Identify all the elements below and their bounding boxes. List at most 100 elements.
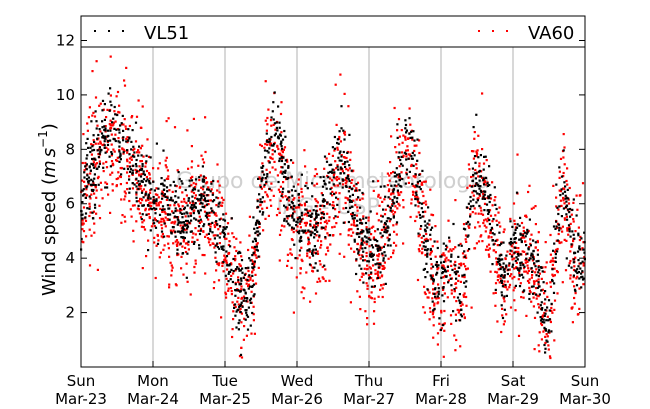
point-va60 [218, 262, 221, 265]
point-va60 [393, 106, 396, 110]
point-vl51 [532, 250, 535, 253]
point-va60 [484, 248, 488, 251]
point-va60 [170, 221, 173, 224]
point-va60 [377, 274, 380, 277]
point-va60 [166, 169, 169, 172]
point-vl51 [530, 285, 534, 288]
point-vl51 [84, 165, 87, 168]
point-vl51 [575, 284, 579, 287]
point-vl51 [238, 304, 241, 307]
point-va60 [378, 276, 381, 279]
point-va60 [213, 213, 216, 216]
point-vl51 [212, 211, 215, 214]
point-va60 [160, 227, 164, 230]
point-vl51 [445, 275, 448, 278]
point-va60 [339, 73, 342, 76]
point-vl51 [128, 137, 131, 140]
point-vl51 [207, 222, 211, 226]
point-vl51 [488, 165, 491, 168]
point-vl51 [156, 220, 159, 223]
point-vl51 [514, 284, 517, 287]
point-vl51 [304, 208, 307, 211]
point-va60 [429, 238, 432, 241]
point-va60 [88, 202, 91, 205]
point-va60 [352, 199, 355, 202]
point-va60 [492, 292, 495, 295]
point-vl51 [191, 195, 194, 198]
point-va60 [327, 249, 330, 252]
point-vl51 [140, 180, 143, 183]
point-va60 [192, 201, 195, 204]
point-va60 [265, 129, 268, 132]
point-vl51 [543, 321, 546, 324]
point-va60 [280, 166, 283, 169]
point-vl51 [355, 258, 358, 261]
point-va60 [431, 275, 434, 278]
point-vl51 [348, 199, 351, 202]
point-va60 [102, 162, 105, 165]
point-vl51 [338, 130, 341, 133]
point-vl51 [371, 254, 374, 258]
point-va60 [464, 238, 467, 241]
point-vl51 [171, 226, 174, 229]
point-vl51 [283, 129, 286, 133]
point-vl51 [564, 197, 567, 200]
point-vl51 [343, 162, 346, 165]
point-va60 [302, 297, 305, 300]
point-vl51 [191, 200, 194, 203]
point-vl51 [580, 276, 583, 279]
point-va60 [281, 151, 284, 154]
point-va60 [396, 190, 399, 194]
point-vl51 [387, 226, 390, 229]
point-va60 [405, 155, 408, 158]
point-vl51 [288, 203, 291, 206]
point-vl51 [563, 190, 567, 193]
point-vl51 [384, 195, 387, 198]
point-vl51 [537, 271, 540, 274]
point-va60 [431, 297, 434, 300]
point-vl51 [141, 163, 144, 166]
point-vl51 [358, 189, 361, 192]
point-vl51 [526, 228, 529, 231]
point-vl51 [273, 91, 276, 94]
point-va60 [271, 157, 274, 160]
point-va60 [117, 171, 120, 174]
point-vl51 [547, 329, 551, 332]
point-va60 [524, 240, 527, 243]
point-va60 [187, 167, 190, 170]
point-va60 [322, 211, 325, 214]
point-vl51 [222, 226, 225, 229]
point-vl51 [314, 262, 317, 265]
point-va60 [173, 204, 176, 207]
point-va60 [336, 146, 339, 149]
point-va60 [227, 252, 230, 255]
point-va60 [89, 211, 92, 214]
point-vl51 [577, 232, 580, 235]
point-vl51 [311, 182, 314, 185]
point-vl51 [237, 267, 240, 270]
point-vl51 [389, 244, 392, 247]
point-vl51 [186, 212, 189, 215]
point-va60 [370, 233, 373, 236]
point-va60 [437, 297, 440, 300]
point-va60 [370, 277, 373, 280]
point-va60 [343, 133, 347, 136]
point-vl51 [440, 261, 443, 264]
point-vl51 [227, 272, 230, 275]
point-va60 [432, 282, 435, 285]
point-vl51 [118, 156, 121, 159]
point-va60 [125, 66, 128, 69]
point-vl51 [469, 205, 473, 208]
point-vl51 [190, 204, 193, 207]
point-va60 [442, 355, 445, 358]
point-va60 [135, 220, 138, 223]
point-vl51 [459, 313, 462, 316]
point-vl51 [199, 199, 202, 202]
point-va60 [380, 214, 383, 217]
point-va60 [281, 196, 284, 199]
y-tick-label-6: 6 [65, 195, 75, 213]
point-vl51 [382, 257, 385, 260]
point-va60 [299, 267, 302, 270]
point-vl51 [511, 225, 514, 228]
point-va60 [204, 272, 207, 275]
